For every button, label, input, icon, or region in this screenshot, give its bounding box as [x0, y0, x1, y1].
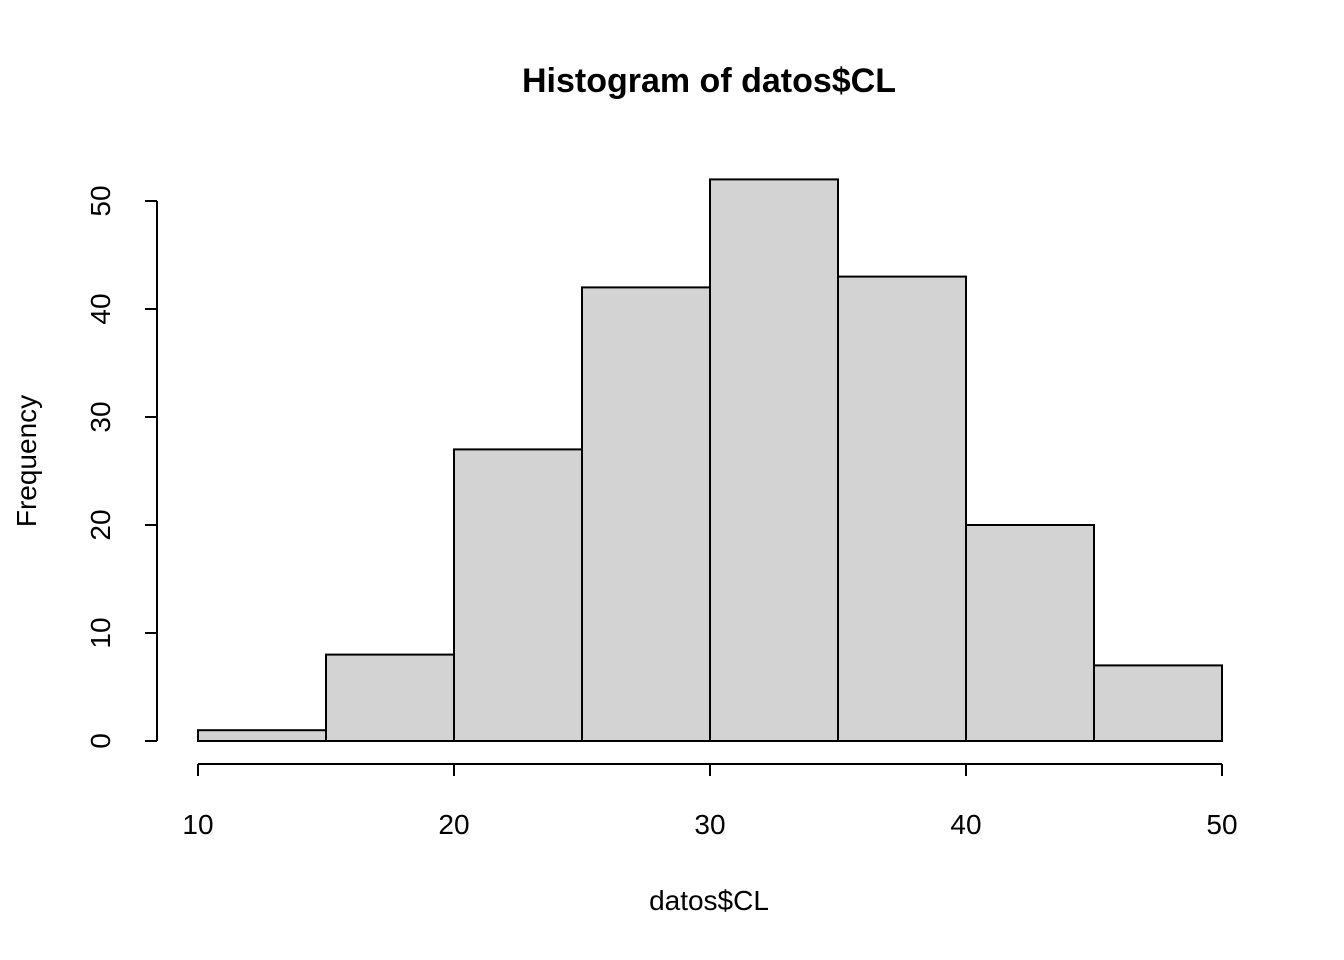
x-axis: 10 20 30 40 50 — [182, 763, 1238, 840]
y-tick-label-50: 50 — [85, 185, 116, 216]
y-axis: 0 10 20 30 40 50 — [85, 185, 158, 749]
histogram-bar-4 — [581, 286, 711, 742]
y-tick-label-10: 10 — [85, 617, 116, 648]
x-tick-label-50: 50 — [1206, 809, 1237, 840]
histogram-bar-1 — [197, 729, 327, 743]
y-axis-label: Frequency — [11, 395, 42, 527]
histogram-bar-6 — [837, 275, 967, 742]
chart-title: Histogram of datos$CL — [522, 62, 896, 100]
y-tick-label-40: 40 — [85, 293, 116, 324]
histogram-bar-3 — [453, 448, 583, 742]
histogram-bar-7 — [965, 524, 1095, 742]
y-tick-label-20: 20 — [85, 509, 116, 540]
x-tick-label-10: 10 — [182, 809, 213, 840]
x-tick-label-20: 20 — [438, 809, 469, 840]
y-tick-label-0: 0 — [85, 733, 116, 749]
x-tick-label-30: 30 — [694, 809, 725, 840]
histogram-bar-2 — [325, 653, 455, 742]
bars-group — [197, 178, 1223, 743]
histogram-bar-8 — [1093, 664, 1223, 743]
x-tick-label-40: 40 — [950, 809, 981, 840]
histogram-bar-5 — [709, 178, 839, 742]
y-tick-label-30: 30 — [85, 401, 116, 432]
x-axis-label: datos$CL — [649, 885, 769, 916]
